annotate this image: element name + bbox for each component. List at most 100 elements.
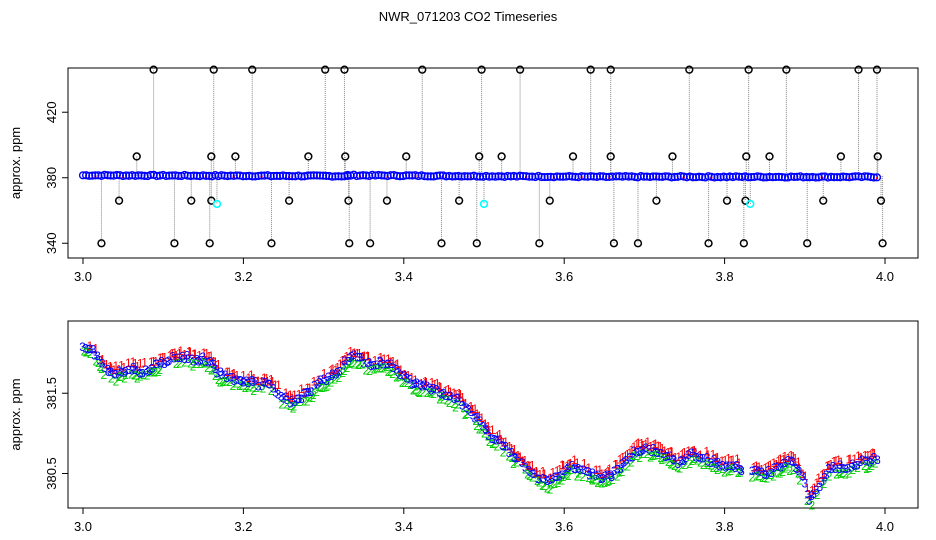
- series-2-point: 2: [555, 476, 562, 490]
- series-1-point: 1: [725, 451, 732, 465]
- series-1-point: 1: [684, 447, 691, 461]
- series-3-point: 3: [593, 469, 600, 483]
- chart-title: NWR_071203 CO2 Timeseries: [378, 9, 558, 24]
- series-1-point: 1: [485, 420, 492, 434]
- series-3-point: 3: [549, 472, 556, 486]
- series-1-point: 1: [251, 372, 258, 386]
- series-3-point: 3: [683, 451, 690, 465]
- series-1-point: 1: [132, 356, 139, 370]
- x-tick-label: 4.0: [876, 269, 894, 284]
- series-2-point: 2: [173, 357, 180, 371]
- series-1-point: 1: [631, 440, 638, 454]
- series-1-point: 1: [821, 467, 828, 481]
- series-3-point: 3: [233, 373, 240, 387]
- y-axis-label: approx. ppm: [8, 127, 23, 199]
- series-2-point: 2: [505, 449, 512, 463]
- series-1-point: 1: [412, 373, 419, 387]
- series-3-point: 3: [854, 459, 861, 473]
- x-tick-label: 3.6: [555, 269, 573, 284]
- series-3-point: 3: [832, 462, 839, 476]
- series-3-point: 3: [200, 350, 207, 364]
- series-1-point: 1: [519, 454, 526, 468]
- series-2-point: 2: [147, 365, 154, 379]
- series-3-point: 3: [142, 363, 149, 377]
- series-1-point: 1: [869, 446, 876, 460]
- series-2-point: 2: [346, 357, 353, 371]
- series-1-point: 1: [306, 381, 313, 395]
- series-2-point: 2: [208, 364, 215, 378]
- plot-panel-2: 3.0 3.2 3.4 3.6 3.8 4.0 380.5 381.5 approx. ppm 2…: [8, 320, 919, 534]
- outlier-point: [149, 65, 158, 74]
- series-1-point: 1: [775, 454, 782, 468]
- series-1-point: 1: [285, 390, 292, 404]
- series-3-point: 3: [181, 352, 188, 366]
- series-1-point: 1: [364, 349, 371, 363]
- series-2-point: 2: [575, 466, 582, 480]
- series-1-point: 1: [234, 368, 241, 382]
- series-2-point: 2: [122, 368, 129, 382]
- series-2-point: 2: [85, 345, 92, 359]
- series-3-point: 3: [799, 469, 806, 483]
- series-2-point: 2: [223, 375, 230, 389]
- series-1-point: 1: [657, 439, 664, 453]
- x-tick-label: 3.4: [395, 519, 413, 534]
- series-2-point: 2: [597, 475, 604, 489]
- series-1-point: 1: [845, 453, 852, 467]
- series-3-point: 3: [780, 456, 787, 470]
- series-3-point: 3: [356, 350, 363, 364]
- series-1-point: 1: [329, 362, 336, 376]
- series-1-point: 1: [152, 355, 159, 369]
- x-tick-label: 3.6: [555, 519, 573, 534]
- outlier-point: [248, 65, 257, 74]
- series-2-point: 2: [866, 461, 873, 475]
- series-2-point: 2: [721, 466, 728, 480]
- series-1-point: 1: [773, 457, 780, 471]
- series-2-point: 2: [283, 398, 290, 412]
- series-1-point: 1: [508, 441, 515, 455]
- series-1-point: 1: [205, 350, 212, 364]
- series-3-point: 3: [658, 447, 665, 461]
- series-3-point: 3: [305, 386, 312, 400]
- series-2-point: 2: [654, 448, 661, 462]
- series-1-point: 1: [659, 442, 666, 456]
- series-2-point: 2: [204, 361, 211, 375]
- series-1-point: 1: [571, 453, 578, 467]
- series-3-point: 3: [407, 373, 414, 387]
- series-1-point: 1: [780, 453, 787, 467]
- series-3-point: 3: [99, 357, 106, 371]
- series-1-point: 1: [800, 467, 807, 481]
- series-3-point: 3: [874, 453, 881, 467]
- series-1-point: 1: [517, 450, 524, 464]
- series-3-point: 3: [477, 414, 484, 428]
- series-2-point: 2: [486, 435, 493, 449]
- outlier-point: [704, 239, 713, 248]
- series-3-point: 3: [564, 462, 571, 476]
- series-3-point: 3: [121, 366, 128, 380]
- series-1-point: 1: [272, 378, 279, 392]
- series-2-point: 2: [202, 356, 209, 370]
- series-1-point: 1: [554, 464, 561, 478]
- series-3-point: 3: [848, 461, 855, 475]
- series-1-point: 1: [525, 459, 532, 473]
- series-1-point: 1: [661, 444, 668, 458]
- series-1-point: 1: [99, 352, 106, 366]
- series-3-point: 3: [604, 468, 611, 482]
- series-3-point: 3: [691, 446, 698, 460]
- series-1-point: 1: [581, 457, 588, 471]
- series-2-point: 2: [151, 365, 158, 379]
- series-3-point: 3: [500, 439, 507, 453]
- series-2-point: 2: [697, 455, 704, 469]
- y-tick-label: 381.5: [44, 377, 59, 410]
- series-2-point: 2: [239, 379, 246, 393]
- series-3-point: 3: [679, 453, 686, 467]
- series-3-point: 3: [817, 480, 824, 494]
- series-1-point: 1: [442, 384, 449, 398]
- series-3-point: 3: [278, 389, 285, 403]
- series-3-point: 3: [619, 457, 626, 471]
- series-1-point: 1: [832, 454, 839, 468]
- series-1-point: 1: [226, 365, 233, 379]
- series-3-point: 3: [627, 451, 634, 465]
- series-3-point: 3: [653, 446, 660, 460]
- series-1-point: 1: [298, 382, 305, 396]
- series-2-point: 2: [150, 365, 157, 379]
